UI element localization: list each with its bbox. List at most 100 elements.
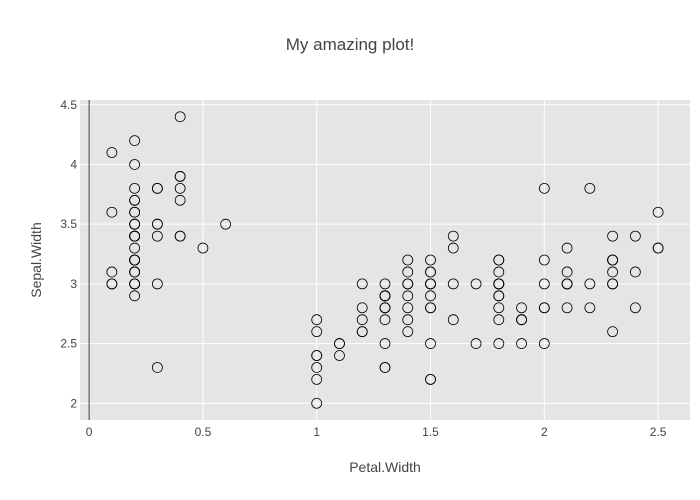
scatter-point (379, 278, 391, 290)
scatter-point (607, 254, 619, 266)
x-tick-label: 0 (86, 425, 93, 439)
scatter-point (607, 266, 619, 278)
scatter-point (629, 266, 641, 278)
scatter-point (311, 397, 323, 409)
chart-title: My amazing plot! (286, 35, 415, 54)
scatter-point (174, 111, 186, 123)
scatter-point (151, 218, 163, 230)
x-axis-ticks: 0 0.5 1 1.5 2 2.5 (86, 425, 667, 439)
y-axis-title: Sepal.Width (28, 222, 44, 297)
scatter-point (379, 362, 391, 373)
scatter-point (607, 278, 619, 290)
scatter-point (311, 350, 323, 361)
scatter-point (151, 182, 163, 194)
scatter-point (334, 338, 345, 349)
scatter-point (129, 242, 141, 254)
scatter-point (174, 194, 186, 206)
scatter-point (493, 314, 505, 326)
scatter-point (470, 338, 482, 349)
scatter-point (151, 230, 163, 242)
x-tick-label: 1 (313, 425, 320, 439)
scatter-point (538, 254, 550, 266)
scatter-point (561, 266, 573, 278)
scatter-point (220, 218, 232, 230)
scatter-point (129, 230, 141, 242)
scatter-point (311, 314, 323, 326)
scatter-point (402, 326, 414, 338)
y-tick-label: 4 (70, 157, 77, 171)
scatter-point (425, 266, 436, 278)
scatter-point (379, 314, 391, 326)
scatter-point (356, 302, 368, 314)
scatter-point (356, 314, 368, 326)
scatter-point (538, 338, 550, 349)
scatter-point (493, 290, 505, 302)
scatter-point (402, 290, 414, 302)
y-tick-label: 3.5 (60, 217, 77, 231)
plot-area (80, 100, 690, 420)
scatter-point (447, 242, 459, 254)
scatter-point (106, 206, 118, 218)
scatter-point (516, 338, 527, 349)
scatter-point (129, 278, 141, 290)
scatter-point (129, 218, 141, 230)
scatter-point (402, 302, 414, 314)
data-points (106, 111, 664, 409)
scatter-point (493, 278, 505, 290)
scatter-point (425, 374, 436, 385)
scatter-point (629, 302, 641, 314)
scatter-point (607, 326, 619, 338)
x-tick-label: 2 (541, 425, 548, 439)
scatter-point (425, 290, 436, 302)
scatter-point (106, 266, 118, 278)
scatter-point (470, 278, 482, 290)
scatter-point (402, 254, 414, 266)
y-tick-label: 4.5 (60, 98, 77, 112)
scatter-point (356, 326, 368, 338)
scatter-point (402, 314, 414, 326)
scatter-point (493, 266, 505, 278)
scatter-point (561, 278, 573, 290)
scatter-point (584, 302, 596, 314)
scatter-point (584, 278, 596, 290)
scatter-point (311, 362, 323, 373)
scatter-point (447, 230, 459, 242)
scatter-point (197, 242, 209, 254)
scatter-point (425, 338, 436, 349)
x-tick-label: 2.5 (650, 425, 667, 439)
y-axis-ticks: 2 2.5 3 3.5 4 4.5 (60, 98, 77, 411)
scatter-point (402, 266, 414, 278)
scatter-point (652, 242, 664, 254)
scatter-point (174, 182, 186, 194)
y-tick-label: 2 (70, 396, 77, 410)
y-tick-label: 2.5 (60, 337, 77, 351)
scatter-point (516, 302, 527, 314)
scatter-point (334, 350, 345, 361)
scatter-point (493, 254, 505, 266)
scatter-point (129, 159, 141, 170)
scatter-point (425, 302, 436, 314)
scatter-point (538, 182, 550, 194)
scatter-point (106, 278, 118, 290)
scatter-point (129, 135, 141, 146)
scatter-point (174, 171, 186, 182)
scatter-point (561, 242, 573, 254)
scatter-point (311, 374, 323, 385)
scatter-point (129, 254, 141, 266)
scatter-point (538, 302, 550, 314)
scatter-point (402, 278, 414, 290)
scatter-point (106, 147, 118, 158)
scatter-point (129, 182, 141, 194)
scatter-point (425, 254, 436, 266)
scatter-point (379, 302, 391, 314)
scatter-point (561, 302, 573, 314)
x-axis-title: Petal.Width (349, 459, 421, 475)
scatter-point (379, 290, 391, 302)
scatter-point (129, 290, 141, 302)
scatter-point (584, 182, 596, 194)
scatter-point (129, 194, 141, 206)
x-tick-label: 0.5 (195, 425, 212, 439)
scatter-point (151, 362, 163, 373)
scatter-point (652, 206, 664, 218)
